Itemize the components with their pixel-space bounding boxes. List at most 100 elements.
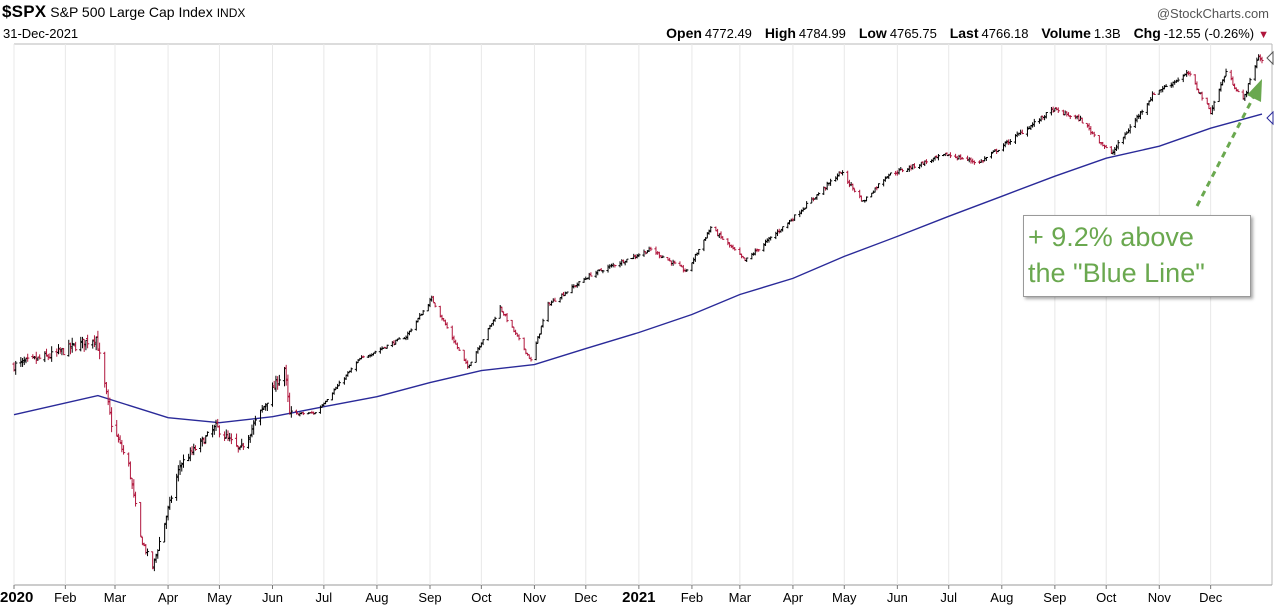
ohlc-bar (74, 341, 78, 352)
ohlc-bar (474, 351, 478, 363)
ohlc-bar (858, 189, 862, 199)
x-tick-label: Mar (729, 590, 752, 605)
ohlc-bar (1056, 107, 1060, 113)
ohlc-bar (145, 548, 150, 557)
annotation-arrow-head-icon (1247, 79, 1262, 102)
ohlc-bar (996, 149, 1000, 153)
ohlc-bar (693, 253, 697, 262)
ohlc-bar (702, 239, 706, 252)
ohlc-bar (563, 291, 567, 297)
ohlc-bar (834, 176, 838, 182)
ohlc-bar (313, 412, 317, 415)
ohlc-bar (154, 553, 158, 563)
ohlc-bar (685, 268, 689, 272)
ohlc-bar (1020, 129, 1024, 135)
x-tick-label: Apr (783, 590, 804, 605)
ohlc-bar (121, 445, 126, 455)
ohlc-bar (433, 302, 437, 308)
ohlc-bar (972, 160, 976, 165)
ohlc-bar (948, 152, 953, 159)
ohlc-bar (455, 342, 459, 350)
ohlc-bar (695, 252, 699, 256)
ohlc-bar (851, 183, 855, 191)
moving-average-line (13, 113, 1263, 424)
ohlc-bar (181, 454, 186, 468)
x-tick-label: Aug (990, 590, 1013, 605)
x-tick-label: Jun (887, 590, 908, 605)
ohlc-bar (457, 346, 461, 351)
ohlc-bar (642, 249, 646, 257)
ohlc-bar (1161, 86, 1165, 93)
chart-date: 31-Dec-2021 (3, 26, 79, 41)
ohlc-bar (681, 265, 685, 273)
x-tick-label: Mar (104, 590, 127, 605)
x-tick-label: Feb (54, 590, 76, 605)
ohlc-bar (409, 328, 413, 333)
ohlc-bar (1053, 107, 1057, 112)
ticker-symbol: $SPX (2, 2, 47, 21)
ma-value-marker-icon (1266, 110, 1274, 126)
ohlc-bar (1210, 105, 1214, 115)
ohlc-bar (106, 389, 110, 406)
ohlc-bar (217, 425, 222, 438)
ohlc-bar (43, 351, 47, 363)
x-tick-label: Dec (574, 590, 598, 605)
ohlc-bar (1114, 144, 1119, 151)
ohlc-bar (289, 406, 293, 418)
ohlc-bar (984, 156, 988, 161)
ohlc-bar (1104, 144, 1108, 149)
ohlc-bar (1049, 106, 1054, 116)
ohlc-bar (498, 305, 502, 319)
x-tick-label: Apr (158, 590, 179, 605)
ohlc-bar (476, 347, 480, 354)
ohlc-bar (229, 433, 234, 445)
ohlc-bar (1063, 110, 1067, 116)
ohlc-bar (222, 431, 227, 442)
ohlc-bar (481, 339, 485, 346)
ohlc-bar (421, 310, 425, 315)
ohlc-bar (558, 297, 562, 303)
ohlc-bar (757, 249, 761, 252)
annotation-line-1: + 9.2% above (1028, 222, 1194, 252)
ohlc-bar (1193, 74, 1197, 85)
annotation-arrow-shaft (1195, 95, 1256, 207)
x-tick-label: Feb (681, 590, 703, 605)
ohlc-bar (1222, 76, 1226, 83)
ohlc-bar (613, 264, 617, 268)
ohlc-bar (1032, 118, 1036, 127)
x-tick-label: Oct (471, 590, 492, 605)
ohlc-bar (163, 522, 167, 543)
ohlc-bar (570, 284, 574, 294)
ohlc-bar (1164, 84, 1168, 88)
ohlc-bar (549, 300, 554, 306)
x-tick-label: Sep (418, 590, 441, 605)
ohlc-bar (205, 431, 210, 437)
brand-label: @StockCharts.com (1156, 6, 1269, 21)
ohlc-bar (127, 452, 131, 467)
ohlc-bar (813, 197, 817, 200)
ohlc-bar (96, 330, 100, 351)
ohlc-bar (781, 226, 785, 232)
ohlc-readout: Open 4772.49 High 4784.99 Low 4765.75 Last 4… (657, 25, 1269, 41)
ohlc-bar (1113, 146, 1117, 155)
ohlc-bar (1181, 74, 1185, 83)
ohlc-bar (1089, 126, 1093, 135)
ohlc-bar (359, 355, 364, 360)
ohlc-bar (1173, 80, 1177, 85)
last-label: Last (949, 25, 979, 41)
ohlc-bar (133, 491, 138, 507)
ohlc-bar (318, 405, 323, 414)
ohlc-bar (346, 371, 350, 377)
ohlc-bar (661, 255, 665, 259)
ohlc-bar (1102, 144, 1107, 149)
ohlc-bar (265, 402, 269, 411)
ohlc-bar (513, 329, 518, 335)
ohlc-bar (139, 501, 143, 537)
ohlc-bar (1236, 89, 1240, 93)
ohlc-bar (721, 236, 725, 240)
ohlc-bar (1123, 132, 1127, 140)
ohlc-bar (490, 323, 494, 327)
ohlc-bar (835, 173, 840, 181)
ohlc-bar (385, 344, 389, 349)
ohlc-bar (335, 383, 340, 390)
